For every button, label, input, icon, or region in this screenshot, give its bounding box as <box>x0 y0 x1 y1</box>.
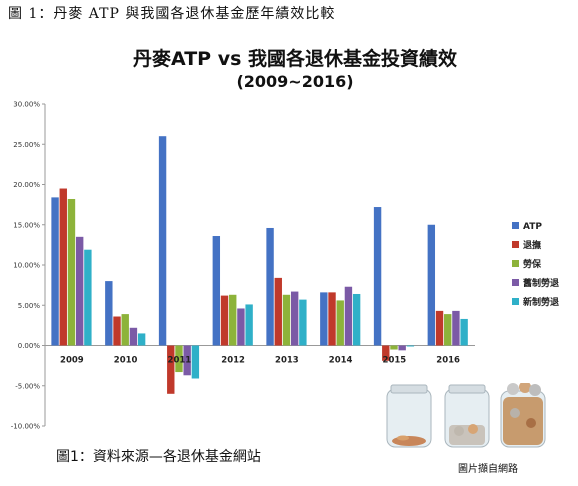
photo-credit: 圖片擷自網路 <box>458 464 518 475</box>
chart-title: 丹麥ATP vs 我國各退休基金投資績效 <box>132 48 458 70</box>
figure-caption-bottom: 圖1：資料來源—各退休基金網站 <box>56 449 261 465</box>
bar <box>460 318 468 346</box>
x-tick-label: 2014 <box>329 356 353 366</box>
x-tick-label: 2009 <box>60 356 84 366</box>
bar <box>67 198 76 346</box>
bar <box>51 197 59 346</box>
legend-swatch <box>512 222 519 229</box>
bar <box>382 345 390 361</box>
bar <box>175 345 183 373</box>
bar <box>245 304 253 346</box>
bar <box>183 345 191 376</box>
bar <box>390 345 398 350</box>
legend-label: ATP <box>523 222 542 232</box>
x-tick-label: 2011 <box>168 356 192 366</box>
x-tick-label: 2015 <box>383 356 407 366</box>
x-tick-label: 2013 <box>275 356 299 366</box>
y-tick-label: 5.00% <box>18 302 41 310</box>
bar <box>336 300 344 346</box>
bar <box>274 277 282 346</box>
chart-subtitle: (2009~2016) <box>236 72 354 91</box>
legend-label: 舊制勞退 <box>523 277 559 289</box>
bar <box>266 227 274 346</box>
bar <box>59 188 67 346</box>
bar <box>282 294 291 346</box>
bar <box>137 333 146 346</box>
bar <box>229 294 237 346</box>
bar <box>129 327 138 346</box>
bar <box>320 292 328 346</box>
legend-swatch <box>512 279 519 286</box>
x-tick-label: 2012 <box>221 356 245 366</box>
coin-jars-photo <box>386 383 546 448</box>
bar <box>220 295 229 346</box>
bar <box>75 236 84 346</box>
y-tick-label: 25.00% <box>13 141 40 149</box>
legend-label: 退撫 <box>523 239 541 251</box>
bar <box>113 316 121 346</box>
bar <box>444 314 452 346</box>
y-tick-label: 20.00% <box>13 181 40 189</box>
bar <box>435 310 444 346</box>
bar <box>344 286 353 346</box>
legend-swatch <box>512 298 519 305</box>
y-tick-label: -10.00% <box>11 423 41 431</box>
x-tick-label: 2010 <box>114 356 138 366</box>
y-tick-label: -5.00% <box>15 382 40 390</box>
y-tick-label: 30.00% <box>13 101 40 109</box>
bar <box>191 345 200 379</box>
bar <box>158 136 167 346</box>
y-tick-label: 0.00% <box>18 342 41 350</box>
bar <box>167 345 175 394</box>
bar <box>328 292 336 346</box>
figure-caption-top: 圖 1：丹麥 ATP 與我國各退休基金歷年績效比較 <box>8 6 336 22</box>
bar <box>84 249 92 346</box>
y-tick-label: 15.00% <box>13 221 40 229</box>
y-tick-label: 10.00% <box>13 262 40 270</box>
bar <box>398 345 406 351</box>
x-tick-label: 2016 <box>436 356 460 366</box>
bar <box>290 291 299 346</box>
legend-swatch <box>512 260 519 267</box>
bar <box>406 345 415 347</box>
legend-label: 新制勞退 <box>523 296 559 308</box>
bar <box>427 224 436 346</box>
bar <box>121 314 129 346</box>
bar <box>352 293 361 346</box>
legend-label: 勞保 <box>523 258 542 270</box>
bar <box>237 308 245 346</box>
bar <box>299 299 307 346</box>
bar <box>212 236 221 346</box>
legend-swatch <box>512 241 519 248</box>
bar <box>373 207 382 346</box>
bar <box>452 310 460 346</box>
bar <box>105 281 113 346</box>
